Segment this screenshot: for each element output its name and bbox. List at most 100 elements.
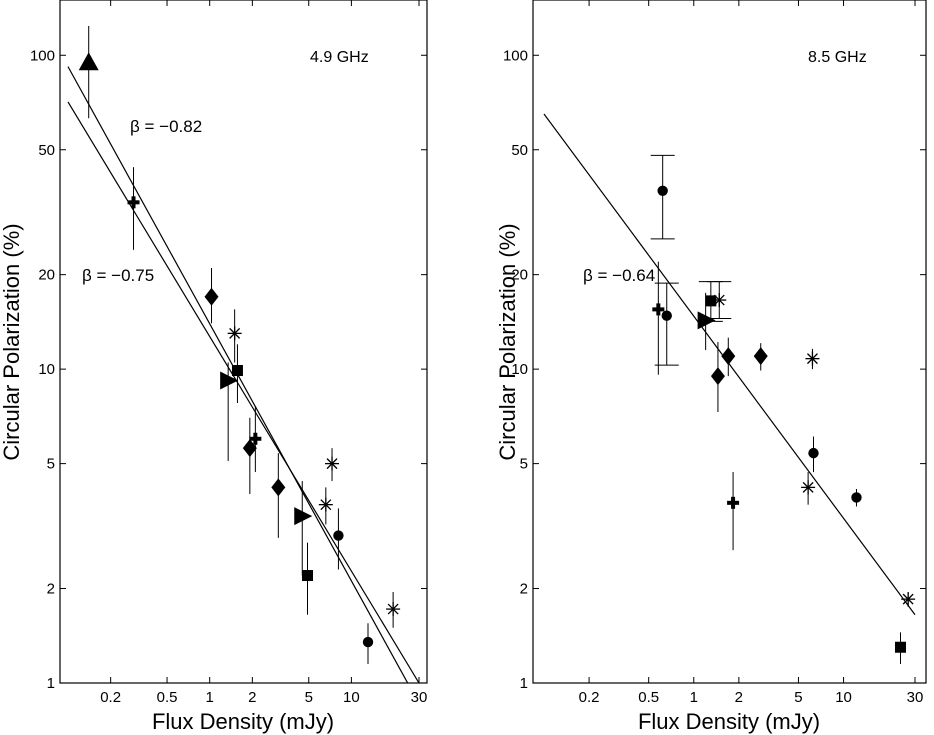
panel-8-5-ghz: 0.2 0.5 1 2 5 10 30 1 2 5 10 20 50 100 8.5 GHz β = −0… (495, 0, 927, 734)
y-tick-label: 100 (30, 47, 55, 64)
cross-marker (731, 496, 736, 509)
y-tick-label: 2 (47, 581, 55, 598)
x-tick-label: 2 (248, 689, 256, 706)
asterisk-marker (318, 497, 333, 512)
data-points (78, 25, 401, 664)
data-point-asterisk (325, 448, 340, 482)
x-tick-label: 2 (735, 689, 743, 706)
square-marker (231, 365, 243, 377)
asterisk-marker (386, 602, 401, 617)
data-point-diamond (271, 453, 286, 538)
cross-marker (253, 432, 258, 445)
y-tick-label: 50 (38, 142, 55, 159)
data-point-diamond (721, 337, 736, 377)
beta-label-fit-1: β = −0.64 (583, 266, 655, 285)
diamond-marker (271, 478, 286, 497)
panel-4-9-ghz: 0.2 0.5 1 2 5 10 30 1 2 5 10 20 50 100 4.9 GHz β = −0… (0, 0, 428, 734)
x-tick-label: 10 (835, 689, 852, 706)
frequency-label: 8.5 GHz (808, 49, 867, 66)
data-point-circle (650, 154, 675, 240)
data-point-cross (127, 167, 140, 250)
fit-lines (543, 113, 916, 616)
diamond-marker (721, 347, 736, 366)
data-point-triangle-right (697, 292, 716, 351)
triangle-up-marker (78, 52, 99, 71)
data-point-asterisk (901, 591, 916, 607)
x-tick-label: 10 (343, 689, 360, 706)
data-point-triangle-up (78, 25, 99, 119)
fit-lines (67, 66, 420, 683)
cross-marker (131, 196, 136, 209)
circle-marker (851, 492, 862, 503)
x-tick-label: 30 (411, 689, 428, 706)
y-tick-label: 50 (511, 142, 528, 159)
data-point-triangle-right (294, 481, 313, 576)
square-marker (705, 295, 717, 307)
y-tick-label: 5 (520, 456, 528, 473)
y-tick-label: 2 (520, 581, 528, 598)
diamond-marker (242, 439, 257, 458)
x-tick-label: 1 (690, 689, 698, 706)
diamond-marker (204, 287, 219, 306)
asterisk-marker (901, 592, 916, 607)
x-tick-label: 5 (305, 689, 313, 706)
data-point-square (894, 632, 906, 664)
asterisk-marker (325, 456, 340, 471)
frequency-label: 4.9 GHz (310, 49, 369, 66)
data-point-cross (249, 406, 262, 473)
asterisk-marker (227, 326, 242, 341)
x-axis-label: Flux Density (mJy) (638, 709, 820, 734)
fit-line-1 (543, 113, 916, 616)
data-point-triangle-right (220, 362, 239, 461)
x-tick-label: 1 (206, 689, 214, 706)
data-point-asterisk (805, 348, 820, 370)
y-tick-label: 10 (511, 361, 528, 378)
y-tick-label: 20 (511, 267, 528, 284)
data-point-square (231, 344, 243, 404)
data-point-diamond (204, 268, 219, 324)
beta-label-fit-1: β = −0.82 (130, 117, 202, 136)
y-tick-label: 5 (47, 456, 55, 473)
data-point-asterisk (227, 309, 242, 363)
data-point-circle (851, 489, 862, 507)
circle-marker (657, 185, 668, 196)
square-marker (894, 641, 906, 653)
data-point-asterisk (707, 281, 732, 319)
axis-ticks: 0.2 0.5 1 2 5 10 30 1 2 5 10 20 50 100 (30, 0, 427, 706)
data-point-asterisk (801, 472, 816, 505)
data-point-circle (808, 436, 819, 473)
square-marker (301, 570, 313, 582)
circle-marker (661, 310, 672, 321)
plot-frame (59, 0, 428, 684)
x-tick-label: 0.5 (638, 689, 659, 706)
circle-marker (808, 447, 819, 459)
data-point-circle (654, 282, 679, 366)
asterisk-marker (805, 351, 820, 366)
data-points (650, 154, 916, 664)
y-axis-label: Circular Polarization (%) (495, 223, 520, 460)
fit-line-2 (67, 101, 420, 683)
fit-line-1 (67, 66, 409, 683)
x-tick-label: 30 (907, 689, 924, 706)
circle-marker (333, 530, 344, 541)
y-tick-label: 1 (47, 675, 55, 692)
data-point-asterisk (386, 591, 401, 628)
y-tick-label: 10 (38, 361, 55, 378)
data-point-asterisk (318, 487, 333, 525)
y-tick-label: 1 (520, 675, 528, 692)
data-point-circle (362, 623, 374, 664)
triangle-right-marker (697, 311, 716, 330)
axis-ticks: 0.2 0.5 1 2 5 10 30 1 2 5 10 20 50 100 (503, 0, 926, 706)
x-tick-label: 0.5 (157, 689, 178, 706)
y-tick-label: 20 (38, 267, 55, 284)
data-point-square (301, 542, 313, 615)
circle-marker (362, 636, 374, 648)
data-point-circle (333, 508, 344, 570)
beta-label-fit-2: β = −0.75 (82, 266, 154, 285)
asterisk-marker (712, 293, 727, 308)
x-tick-label: 0.2 (100, 689, 121, 706)
plot-frame (532, 0, 927, 684)
cross-marker (656, 303, 661, 316)
y-axis-label: Circular Polarization (%) (0, 223, 24, 460)
